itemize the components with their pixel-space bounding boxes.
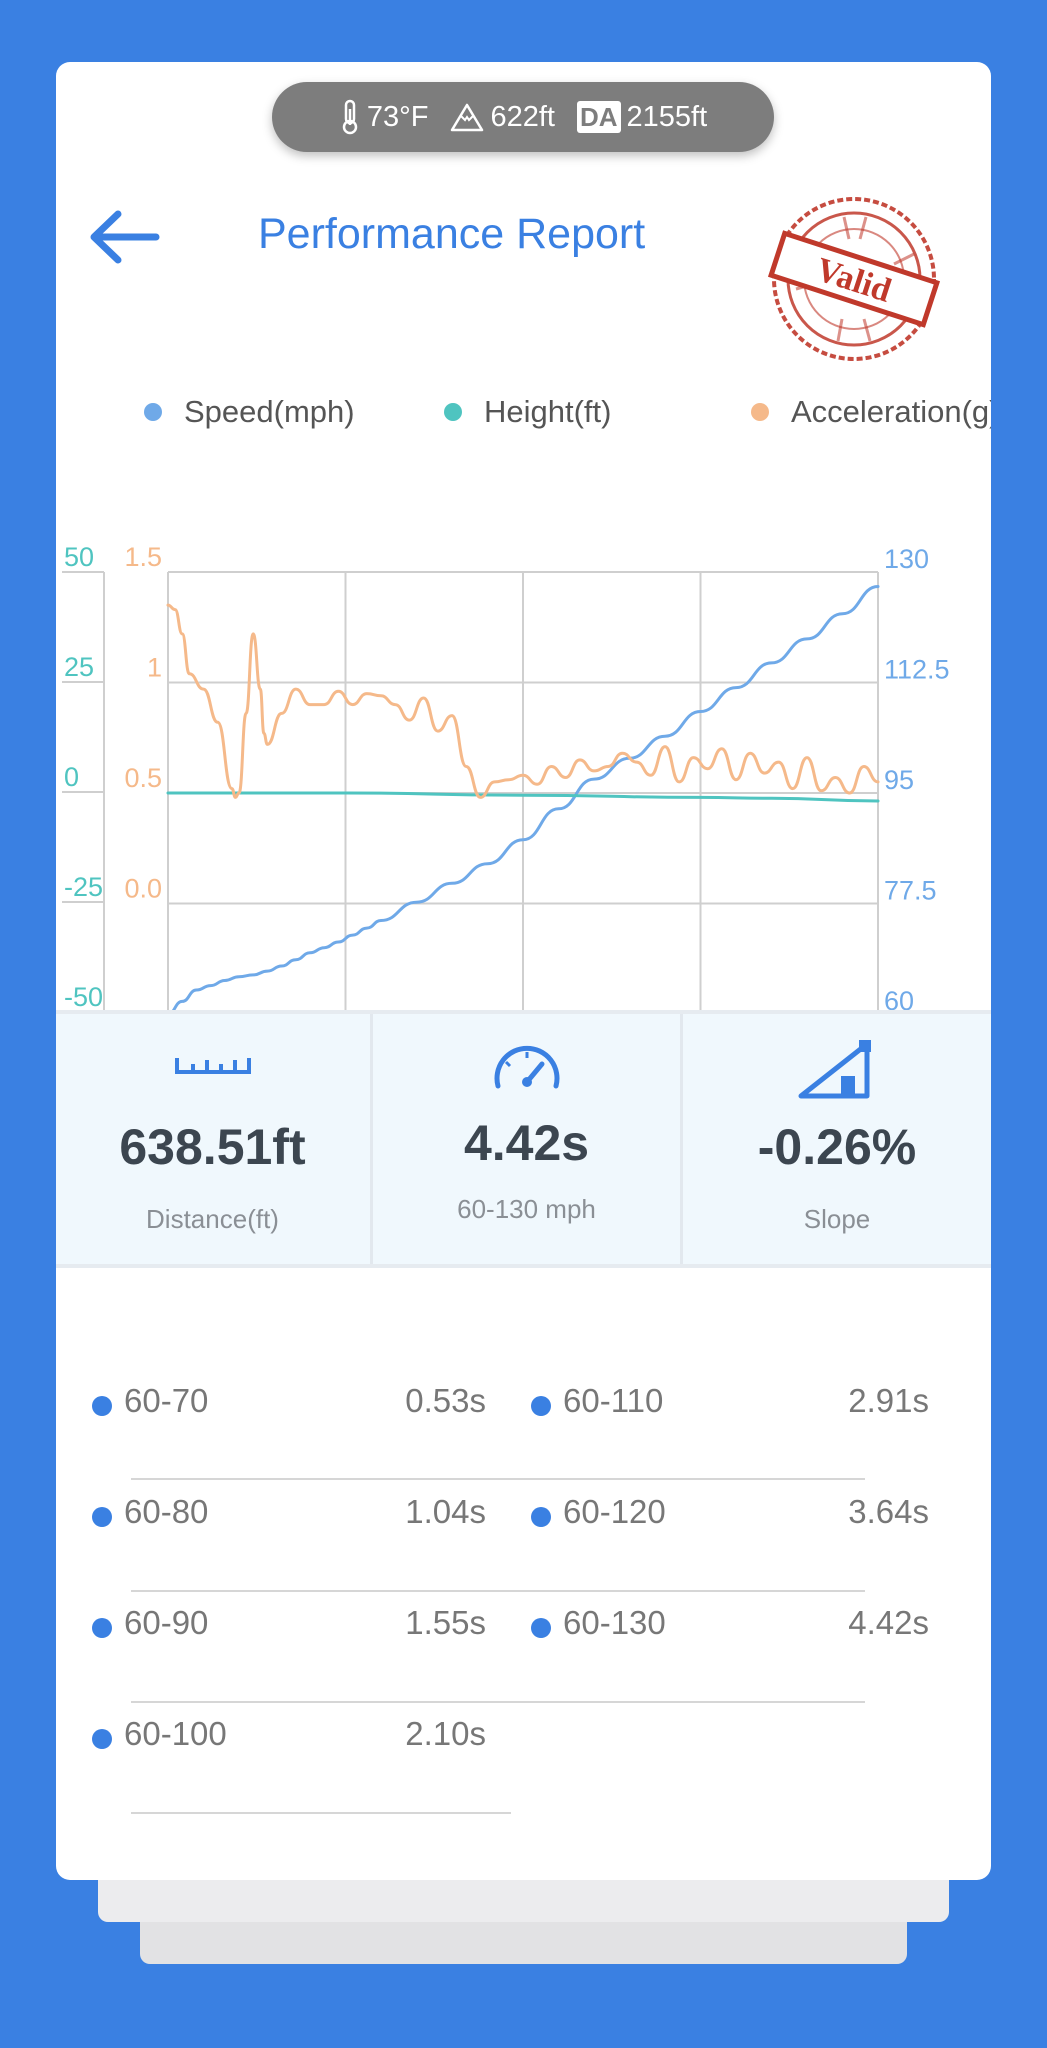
stat-distance-label: Distance(ft)	[146, 1204, 279, 1234]
height-tick-label: 0	[64, 762, 79, 792]
valid-stamp: Valid	[767, 197, 941, 361]
da-badge: DA	[576, 101, 621, 133]
legend-item-acceleration: Acceleration(g)	[751, 394, 991, 430]
arrow-left-icon	[90, 210, 160, 264]
split-range: 60-130	[563, 1604, 666, 1641]
stats-divider	[370, 1014, 373, 1264]
stat-distance-value: 638.51ft	[119, 1119, 306, 1175]
page-title: Performance Report	[258, 210, 646, 258]
elevation-value: 622ft	[490, 100, 555, 133]
legend-dot-height	[444, 403, 462, 421]
split-time: 2.91s	[848, 1382, 929, 1419]
split-time: 4.42s	[848, 1604, 929, 1641]
split-divider	[131, 1812, 511, 1814]
split-time: 3.64s	[848, 1493, 929, 1530]
accel-tick-label: 0.0	[124, 874, 162, 904]
environment-pill: 73°F 622ft DA 2155ft	[272, 82, 774, 152]
temperature-info: 73°F	[339, 99, 429, 135]
accel-tick-label: 1.5	[124, 542, 162, 572]
speed-tick-label: 77.5	[884, 876, 937, 906]
accel-tick-label: 0.5	[124, 763, 162, 793]
ruler-icon	[174, 1058, 251, 1074]
density-altitude-info: DA 2155ft	[576, 100, 708, 134]
temperature-value: 73°F	[366, 100, 429, 133]
split-item: 60-110 2.91s	[531, 1376, 929, 1436]
split-time: 2.10s	[405, 1715, 486, 1752]
split-bullet	[92, 1729, 112, 1749]
back-button[interactable]	[84, 202, 164, 272]
stat-slope-value: -0.26%	[757, 1119, 917, 1175]
split-range: 60-110	[563, 1382, 664, 1419]
legend-item-height: Height(ft)	[444, 394, 611, 430]
chart-legend: Speed(mph) Height(ft) Acceleration(g)	[86, 394, 991, 434]
speed-tick-label: 112.5	[884, 655, 950, 685]
legend-item-speed: Speed(mph)	[144, 394, 355, 430]
split-item: 60-100 2.10s	[92, 1709, 486, 1769]
split-bullet	[531, 1396, 551, 1416]
split-divider	[131, 1701, 865, 1703]
height-series-line	[166, 791, 880, 803]
slope-icon	[798, 1040, 871, 1099]
split-bullet	[92, 1396, 112, 1416]
stats-panel: 638.51ft Distance(ft) 4.42s 60-130 mph -…	[56, 1010, 991, 1268]
mountain-icon	[451, 103, 484, 132]
split-item: 60-120 3.64s	[531, 1487, 929, 1547]
split-item: 60-80 1.04s	[92, 1487, 486, 1547]
speed-series-line	[166, 585, 880, 1016]
stat-time-label: 60-130 mph	[457, 1194, 596, 1224]
split-bullet	[531, 1618, 551, 1638]
stat-slope-label: Slope	[803, 1204, 871, 1234]
split-bullet	[92, 1507, 112, 1527]
speed-tick-label: 95	[884, 765, 914, 795]
density-altitude-value: 2155ft	[626, 100, 708, 133]
height-tick-label: 50	[64, 542, 94, 572]
elevation-info: 622ft	[450, 101, 555, 134]
height-tick-label: -25	[64, 872, 103, 902]
split-time: 1.55s	[405, 1604, 486, 1641]
stat-distance: 638.51ft Distance(ft)	[56, 1014, 369, 1264]
stat-slope: -0.26% Slope	[683, 1014, 991, 1264]
performance-report-card: 73°F 622ft DA 2155ft Performance Report	[56, 62, 991, 1880]
legend-label-speed: Speed(mph)	[184, 394, 355, 429]
legend-label-acceleration: Acceleration(g)	[791, 394, 991, 429]
split-range: 60-80	[124, 1493, 209, 1530]
split-range: 60-90	[124, 1604, 209, 1641]
stat-time: 4.42s 60-130 mph	[373, 1014, 680, 1264]
stat-time-value: 4.42s	[463, 1115, 590, 1171]
split-range: 60-70	[124, 1382, 209, 1419]
split-bullet	[531, 1507, 551, 1527]
accel-tick-label: 1	[147, 653, 162, 683]
legend-dot-speed	[144, 403, 162, 421]
split-range: 60-100	[124, 1715, 227, 1752]
split-item: 60-130 4.42s	[531, 1598, 929, 1658]
split-bullet	[92, 1618, 112, 1638]
split-time: 1.04s	[405, 1493, 486, 1530]
stats-divider	[680, 1014, 683, 1264]
speed-tick-label: 130	[884, 544, 929, 574]
height-tick-label: 25	[64, 652, 94, 682]
split-item: 60-90 1.55s	[92, 1598, 486, 1658]
legend-dot-acceleration	[751, 403, 769, 421]
split-item: 60-70 0.53s	[92, 1376, 486, 1436]
acceleration-series-line	[166, 603, 880, 799]
thermometer-icon	[342, 99, 358, 135]
height-tick-label: -50	[64, 982, 103, 1012]
split-range: 60-120	[563, 1493, 666, 1530]
split-divider	[131, 1590, 865, 1592]
split-time: 0.53s	[405, 1382, 486, 1419]
split-divider	[131, 1478, 865, 1480]
speedometer-icon	[494, 1045, 559, 1089]
legend-label-height: Height(ft)	[484, 394, 612, 429]
